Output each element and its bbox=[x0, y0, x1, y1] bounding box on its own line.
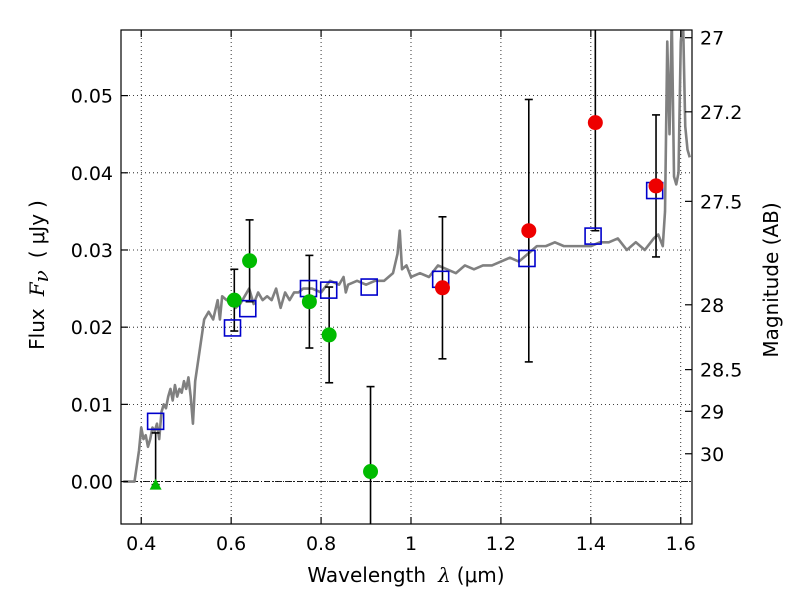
y-tick-label: 0.03 bbox=[71, 240, 113, 262]
axis-ticks bbox=[121, 30, 692, 524]
green-point-1 bbox=[242, 253, 258, 269]
x-axis-title: Wavelength λ (μm) bbox=[307, 563, 504, 587]
filter-flux-square-8 bbox=[584, 227, 602, 245]
red-data-points bbox=[434, 115, 664, 296]
green-point-4 bbox=[363, 464, 379, 480]
model-spectrum-line bbox=[123, 30, 692, 483]
filter-flux-square-7 bbox=[518, 249, 536, 268]
magnitude-tick-label: 28.5 bbox=[700, 360, 742, 382]
filter-flux-square-0 bbox=[146, 412, 165, 431]
plot-frame bbox=[120, 29, 693, 525]
green-upper-limit-marker bbox=[149, 478, 162, 490]
y-tick-label: 0.01 bbox=[71, 394, 113, 416]
grid bbox=[121, 30, 692, 524]
filter-flux-square-4 bbox=[319, 281, 338, 299]
y-tick-labels: 0.00 0.01 0.02 0.03 0.04 0.05 bbox=[71, 86, 113, 494]
x-tick-label: 0.6 bbox=[216, 533, 246, 555]
red-point-1 bbox=[521, 223, 537, 239]
y-tick-label: 0.02 bbox=[71, 317, 113, 339]
y-axis-title: FluxFν(μJy) bbox=[25, 200, 53, 350]
y-tick-label: 0.05 bbox=[71, 86, 113, 108]
filter-flux-square-2 bbox=[238, 299, 257, 318]
red-point-2 bbox=[587, 115, 603, 131]
magnitude-tick-label: 27 bbox=[700, 28, 724, 50]
filter-flux-markers bbox=[146, 181, 664, 431]
magnitude-tick-label: 29 bbox=[700, 401, 724, 423]
x-tick-labels: 0.4 0.6 0.8 1 1.2 1.4 1.6 bbox=[126, 533, 696, 555]
green-point-2 bbox=[301, 294, 317, 310]
magnitude-tick-label: 30 bbox=[700, 444, 724, 466]
x-tick-label: 1.2 bbox=[486, 533, 516, 555]
magnitude-tick-label: 27.2 bbox=[700, 102, 742, 124]
x-tick-label: 1 bbox=[405, 533, 417, 555]
red-point-3 bbox=[648, 178, 664, 194]
y-tick-label: 0.04 bbox=[71, 163, 113, 185]
green-data-points bbox=[149, 253, 379, 490]
red-point-0 bbox=[434, 280, 450, 296]
magnitude-tick-label: 27.5 bbox=[700, 191, 742, 213]
right-axis-title: Magnitude (AB) bbox=[759, 202, 783, 357]
filter-flux-square-1 bbox=[223, 319, 242, 337]
green-point-3 bbox=[321, 327, 337, 343]
magnitude-tick-labels: 27 27.2 27.5 28 28.5 29 30 bbox=[700, 28, 742, 466]
x-tick-label: 1.4 bbox=[576, 533, 606, 555]
x-tick-label: 1.6 bbox=[666, 533, 696, 555]
x-tick-label: 0.8 bbox=[306, 533, 336, 555]
magnitude-tick-label: 28 bbox=[700, 295, 724, 317]
green-point-0 bbox=[226, 292, 242, 308]
y-tick-label: 0.00 bbox=[71, 472, 113, 494]
filter-flux-square-5 bbox=[360, 278, 378, 296]
upper-limit-errorbar bbox=[151, 432, 160, 486]
x-tick-label: 0.4 bbox=[126, 533, 156, 555]
